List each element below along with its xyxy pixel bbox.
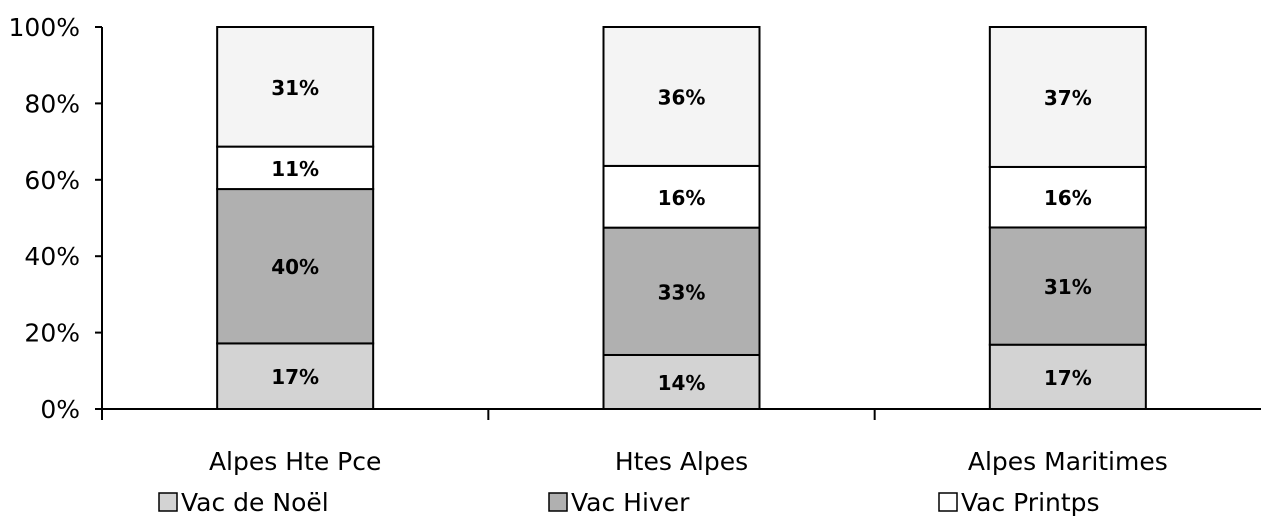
legend-swatch [158, 492, 178, 512]
y-tick-label: 60% [24, 166, 80, 195]
bar-segment [988, 226, 1147, 346]
data-label: 31% [1044, 275, 1092, 299]
category-label: Htes Alpes [615, 447, 748, 476]
bars: 17% 40% 11% 31% 14% 33% 16% 36% 17% 31% 16% 37% [216, 26, 1147, 411]
y-tick-label: 0% [40, 395, 80, 424]
y-axis: 0% 20% 40% 60% 80% 100% [9, 13, 103, 424]
legend-item: Vac Hiver [548, 488, 690, 517]
category-labels: Alpes Hte Pce Htes Alpes Alpes Maritimes [209, 447, 1168, 476]
data-label: 31% [271, 76, 319, 100]
legend-label: Vac de Noël [181, 488, 329, 517]
data-label: 40% [271, 255, 319, 279]
x-axis [101, 408, 1261, 420]
y-tick-label: 100% [9, 13, 80, 42]
data-label: 36% [658, 85, 706, 109]
y-tick-label: 20% [24, 319, 80, 348]
bar-segment [216, 26, 375, 148]
data-label: 16% [658, 186, 706, 210]
legend-item: Vac Printps [938, 488, 1100, 517]
y-tick-label: 80% [24, 89, 80, 118]
legend-item: Vac de Noël [158, 488, 329, 517]
data-label: 11% [271, 157, 319, 181]
bar-segment [988, 26, 1147, 168]
bar-segment [216, 145, 375, 191]
y-tick-label: 40% [24, 242, 80, 271]
category-label: Alpes Hte Pce [209, 447, 381, 476]
data-label: 17% [271, 365, 319, 389]
data-label: 16% [1044, 186, 1092, 210]
bar-segment [602, 26, 761, 167]
data-label: 14% [658, 371, 706, 395]
category-label: Alpes Maritimes [968, 447, 1168, 476]
bar-segment [216, 342, 375, 411]
legend-swatch [548, 492, 568, 512]
data-label: 33% [658, 280, 706, 304]
data-label: 17% [1044, 366, 1092, 390]
bar-segment [216, 188, 375, 345]
legend-swatch [938, 492, 958, 512]
bar-segment [988, 165, 1147, 229]
legend-label: Vac Hiver [571, 488, 690, 517]
bar-segment [602, 353, 761, 410]
legend-label: Vac Printps [961, 488, 1100, 517]
data-label: 37% [1044, 86, 1092, 110]
